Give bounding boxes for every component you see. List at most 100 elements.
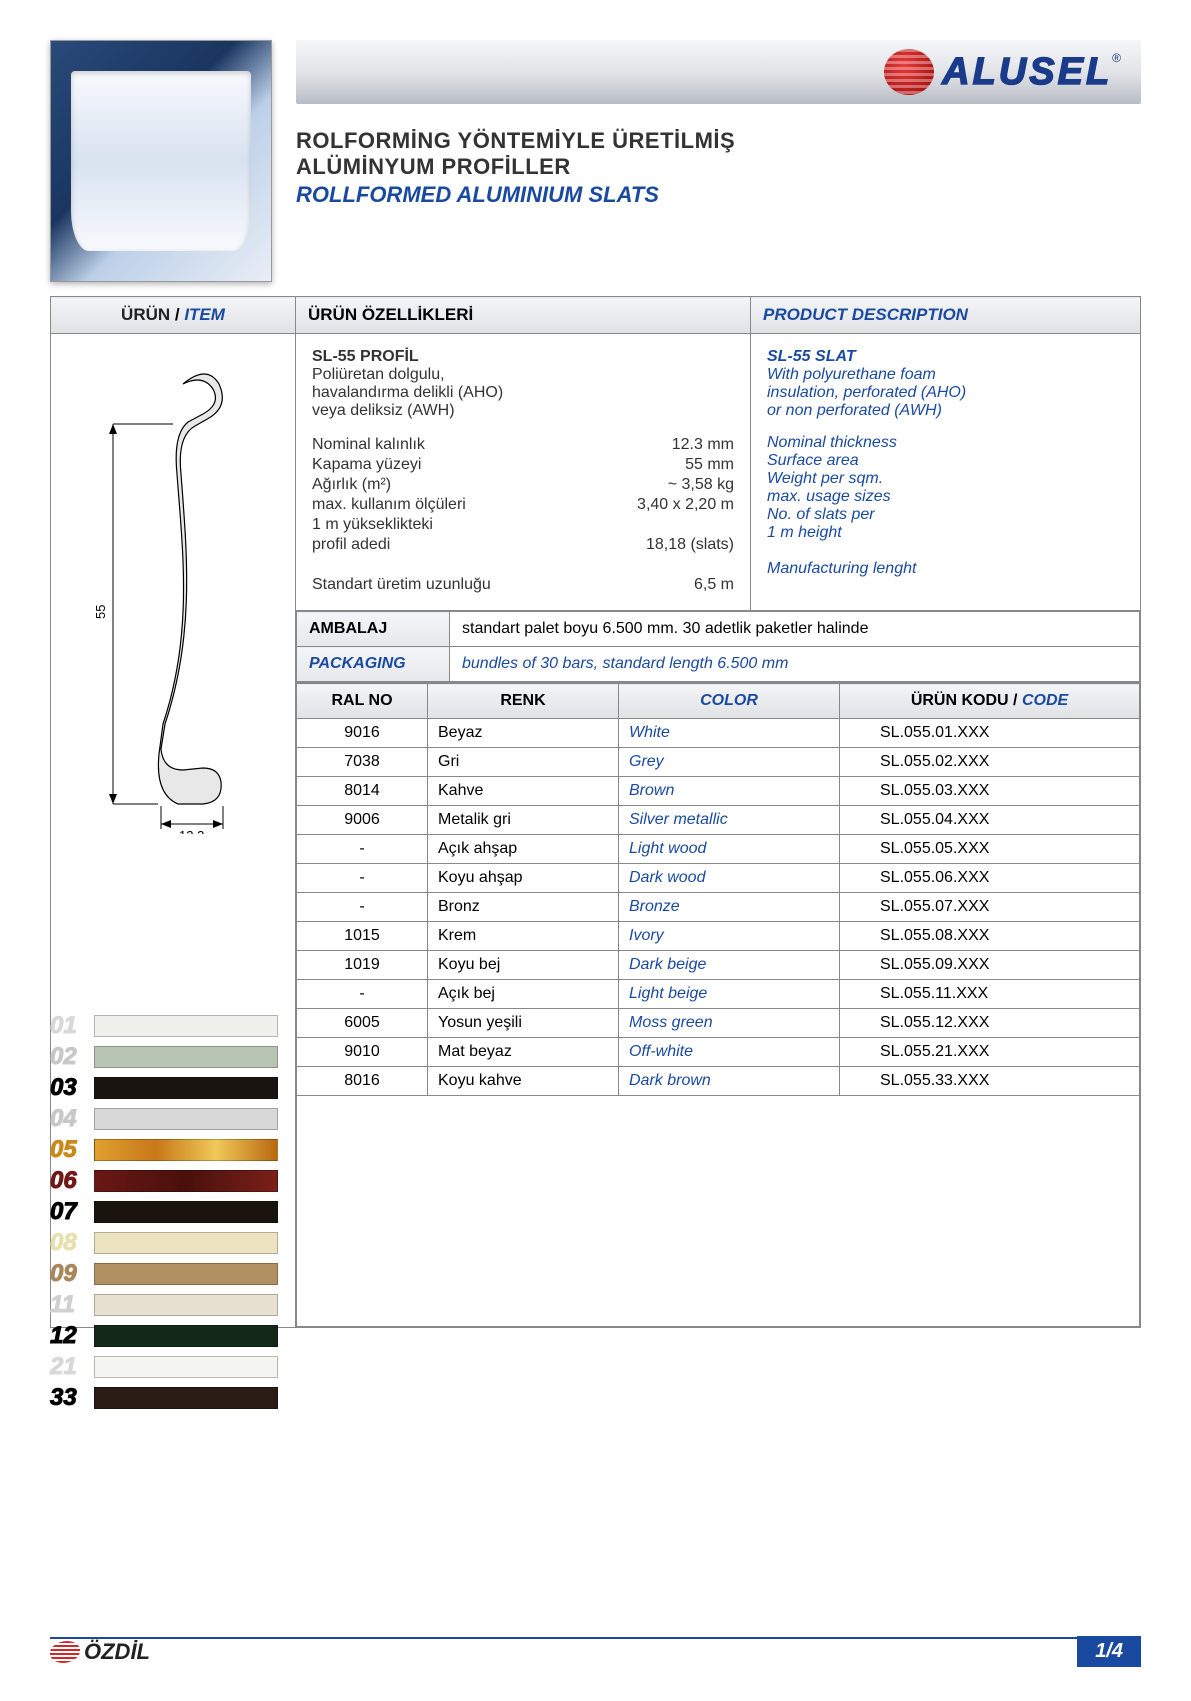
color-row: 1019Koyu bejDark beigeSL.055.09.XXX <box>297 951 1140 980</box>
color-row: -Koyu ahşapDark woodSL.055.06.XXX <box>297 864 1140 893</box>
color-cell: Dark brown <box>619 1067 840 1096</box>
registered-icon: ® <box>1112 51 1121 65</box>
spec-line: Standart üretim uzunluğu6,5 m <box>312 576 734 594</box>
color-row: 7038GriGreySL.055.02.XXX <box>297 748 1140 777</box>
product-body-tr: Poliüretan dolgulu, <box>312 366 734 384</box>
desc-cell: SL-55 SLAT With polyurethane foam insula… <box>751 334 1141 611</box>
title-tr-line2: ALÜMİNYUM PROFİLLER <box>296 154 1141 180</box>
dim-height: 55 <box>93 605 108 619</box>
code-cell: SL.055.05.XXX <box>840 835 1140 864</box>
color-cell: Off-white <box>619 1038 840 1067</box>
spec-line <box>312 556 734 574</box>
code-cell: SL.055.02.XXX <box>840 748 1140 777</box>
hdr-code-tr: ÜRÜN KODU <box>911 692 1009 709</box>
packaging-text-tr: standart palet boyu 6.500 mm. 30 adetlik… <box>450 612 1140 647</box>
spec-line: profil adedi18,18 (slats) <box>312 536 734 554</box>
swatch-bar <box>94 1046 278 1068</box>
specs-list-en: Nominal thicknessSurface areaWeight per … <box>767 434 1124 578</box>
packaging-text-en: bundles of 30 bars, standard length 6.50… <box>450 647 1140 682</box>
renk-cell: Açık ahşap <box>428 835 619 864</box>
swatch-bar <box>94 1170 278 1192</box>
swatch-number: 01 <box>50 1012 94 1040</box>
color-row: 9016BeyazWhiteSL.055.01.XXX <box>297 719 1140 748</box>
hdr-renk: RENK <box>428 684 619 719</box>
code-cell: SL.055.06.XXX <box>840 864 1140 893</box>
swatch-number: 33 <box>50 1384 94 1412</box>
hdr-code-en: CODE <box>1022 692 1068 709</box>
page-number: 1/4 <box>1077 1636 1141 1667</box>
ral-cell: 9006 <box>297 806 428 835</box>
swatch-row: 21 <box>50 1351 278 1382</box>
swatch-number: 04 <box>50 1105 94 1133</box>
page: ALUSEL® ROLFORMİNG YÖNTEMİYLE ÜRETİLMİŞ … <box>0 0 1191 1701</box>
spec-line: max. kullanım ölçüleri3,40 x 2,20 m <box>312 496 734 514</box>
renk-cell: Metalik gri <box>428 806 619 835</box>
renk-cell: Koyu ahşap <box>428 864 619 893</box>
hdr-item-tr: ÜRÜN <box>121 305 170 324</box>
swatch-row: 03 <box>50 1072 278 1103</box>
spec-line-en: Surface area <box>767 452 1124 470</box>
color-cell: Ivory <box>619 922 840 951</box>
swatch-number: 06 <box>50 1167 94 1195</box>
footer: ÖZDİL 1/4 <box>50 1636 1141 1667</box>
product-body-tr: veya deliksiz (AWH) <box>312 402 734 420</box>
hdr-item: ÜRÜN / ITEM <box>51 297 296 334</box>
spec-line-en: No. of slats per <box>767 506 1124 524</box>
code-cell: SL.055.01.XXX <box>840 719 1140 748</box>
color-cell: Brown <box>619 777 840 806</box>
color-header-row: RAL NO RENK COLOR ÜRÜN KODU / CODE <box>297 684 1140 719</box>
swatch-row: 11 <box>50 1289 278 1320</box>
code-cell: SL.055.08.XXX <box>840 922 1140 951</box>
hdr-color: COLOR <box>619 684 840 719</box>
product-body-en: With polyurethane foam <box>767 366 1124 384</box>
profile-diagram: 55 12.3 <box>83 354 263 834</box>
spec-line: Ağırlık (m²)~ 3,58 kg <box>312 476 734 494</box>
spec-line-en: Nominal thickness <box>767 434 1124 452</box>
spec-line: Kapama yüzeyi55 mm <box>312 456 734 474</box>
swatch-bar <box>94 1387 278 1409</box>
color-cell: Bronze <box>619 893 840 922</box>
color-swatches: 01020304050607080911122133 <box>50 1010 278 1413</box>
product-body-en: or non perforated (AWH) <box>767 402 1124 420</box>
ral-cell: 9010 <box>297 1038 428 1067</box>
renk-cell: Bronz <box>428 893 619 922</box>
ral-cell: 7038 <box>297 748 428 777</box>
color-row: 8016Koyu kahveDark brownSL.055.33.XXX <box>297 1067 1140 1096</box>
swatch-number: 11 <box>50 1291 94 1319</box>
color-cell: Light wood <box>619 835 840 864</box>
swatch-bar <box>94 1108 278 1130</box>
color-row: -BronzBronzeSL.055.07.XXX <box>297 893 1140 922</box>
spec-row: 55 12.3 SL-55 PROFİL Poliüretan dolgulu,… <box>51 334 1141 611</box>
spec-line-en: Manufacturing lenght <box>767 560 1124 578</box>
color-cell: White <box>619 719 840 748</box>
color-cell: Light beige <box>619 980 840 1009</box>
packaging-label-tr: AMBALAJ <box>297 612 450 647</box>
brand-logo: ALUSEL® <box>884 49 1121 95</box>
swatch-number: 07 <box>50 1198 94 1226</box>
swatch-number: 09 <box>50 1260 94 1288</box>
ral-cell: 1015 <box>297 922 428 951</box>
color-row: 1015KremIvorySL.055.08.XXX <box>297 922 1140 951</box>
swatch-row: 33 <box>50 1382 278 1413</box>
spec-line-en <box>767 542 1124 560</box>
swatch-row: 12 <box>50 1320 278 1351</box>
swatch-number: 05 <box>50 1136 94 1164</box>
dim-width: 12.3 <box>179 828 204 834</box>
renk-cell: Koyu bej <box>428 951 619 980</box>
renk-cell: Açık bej <box>428 980 619 1009</box>
swatch-number: 08 <box>50 1229 94 1257</box>
swatch-bar <box>94 1294 278 1316</box>
color-table: RAL NO RENK COLOR ÜRÜN KODU / CODE 9016B… <box>296 683 1140 1327</box>
color-cell: Silver metallic <box>619 806 840 835</box>
swatch-row: 08 <box>50 1227 278 1258</box>
color-cell: Dark beige <box>619 951 840 980</box>
header-right: ALUSEL® ROLFORMİNG YÖNTEMİYLE ÜRETİLMİŞ … <box>296 40 1141 208</box>
footer-logo: ÖZDİL <box>50 1639 150 1665</box>
colors-cell: RAL NO RENK COLOR ÜRÜN KODU / CODE 9016B… <box>296 683 1141 1328</box>
ral-cell: 6005 <box>297 1009 428 1038</box>
hdr-ral: RAL NO <box>297 684 428 719</box>
swatch-bar <box>94 1015 278 1037</box>
logo-mark-icon <box>884 49 934 95</box>
hdr-item-en: ITEM <box>184 305 225 324</box>
color-row: 6005Yosun yeşiliMoss greenSL.055.12.XXX <box>297 1009 1140 1038</box>
